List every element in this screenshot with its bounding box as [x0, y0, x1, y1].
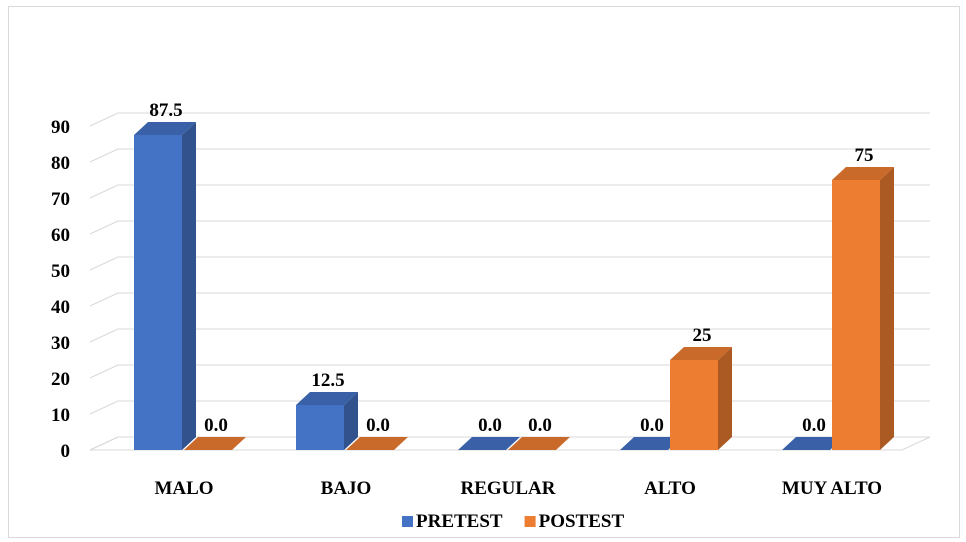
bar-pretest-malo	[134, 122, 196, 450]
data-label: 0.0	[528, 415, 552, 436]
bar-top	[346, 437, 408, 450]
y-tick-label: 90	[51, 117, 70, 138]
x-category-label: REGULAR	[460, 478, 555, 499]
bar-pretest-muy-alto	[782, 437, 844, 450]
bar-top	[134, 122, 196, 135]
y-tick-label: 80	[51, 153, 70, 174]
bar-side	[880, 167, 894, 450]
bar-top	[832, 167, 894, 180]
x-category-label: MUY ALTO	[782, 478, 882, 499]
gridline-depth	[89, 364, 119, 379]
data-label: 25	[693, 325, 712, 346]
y-tick-label: 20	[51, 369, 70, 390]
bar-postest-alto	[670, 347, 732, 450]
legend-label: PRETEST	[416, 511, 503, 532]
y-tick-label: 60	[51, 225, 70, 246]
bar-top	[620, 437, 682, 450]
gridline-depth	[89, 292, 119, 307]
bars	[134, 122, 894, 450]
gridline-depth	[89, 256, 119, 271]
legend-item-postest: POSTEST	[524, 511, 625, 532]
legend-label: POSTEST	[539, 511, 625, 532]
bar-front	[670, 360, 718, 450]
bar-top	[782, 437, 844, 450]
bar-top	[508, 437, 570, 450]
y-tick-label: 10	[51, 405, 70, 426]
gridline-depth	[89, 220, 119, 235]
x-category-label: ALTO	[644, 478, 696, 499]
y-tick-label: 50	[51, 261, 70, 282]
y-tick-label: 40	[51, 297, 70, 318]
y-tick-label: 0	[61, 441, 71, 462]
gridline-depth	[89, 400, 119, 415]
data-label: 75	[855, 145, 874, 166]
bar-side	[344, 392, 358, 450]
data-label: 0.0	[640, 415, 664, 436]
bar-top	[296, 392, 358, 405]
gridline-depth	[89, 328, 119, 343]
bar-top	[670, 347, 732, 360]
bar-pretest-bajo	[296, 392, 358, 450]
data-label: 0.0	[204, 415, 228, 436]
bar-front	[134, 135, 182, 450]
bar-top	[458, 437, 520, 450]
legend-swatch	[524, 516, 536, 527]
bar-pretest-alto	[620, 437, 682, 450]
gridline-depth	[89, 436, 119, 451]
data-label: 0.0	[802, 415, 826, 436]
data-labels: 87.5 0.0 12.5 0.0 0.0 0.0 0.0 25 0.0 75	[149, 100, 873, 436]
data-label: 0.0	[366, 415, 390, 436]
y-axis: 0 10 20 30 40 50 60 70 80 90	[51, 117, 70, 462]
data-label: 87.5	[149, 100, 182, 121]
gridline-depth	[89, 112, 119, 127]
bar-front	[296, 405, 344, 450]
legend-item-pretest: PRETEST	[402, 511, 503, 532]
bar-top	[184, 437, 246, 450]
legend: PRETEST POSTEST	[402, 511, 624, 532]
y-tick-label: 30	[51, 333, 70, 354]
data-label: 12.5	[311, 370, 344, 391]
data-label: 0.0	[478, 415, 502, 436]
x-axis: MALO BAJO REGULAR ALTO MUY ALTO	[154, 478, 882, 499]
bar-postest-muy-alto	[832, 167, 894, 450]
x-category-label: MALO	[154, 478, 213, 499]
x-category-label: BAJO	[321, 478, 372, 499]
gridlines	[89, 112, 931, 451]
bar-side	[182, 122, 196, 450]
bar-postest-regular	[508, 437, 570, 450]
bar-front	[832, 180, 880, 450]
y-tick-label: 70	[51, 189, 70, 210]
bar-postest-malo	[184, 437, 246, 450]
legend-swatch	[402, 516, 413, 527]
bar-postest-bajo	[346, 437, 408, 450]
gridline-depth	[89, 184, 119, 199]
gridline-depth	[89, 148, 119, 163]
bar-side	[718, 347, 732, 450]
bar-pretest-regular	[458, 437, 520, 450]
